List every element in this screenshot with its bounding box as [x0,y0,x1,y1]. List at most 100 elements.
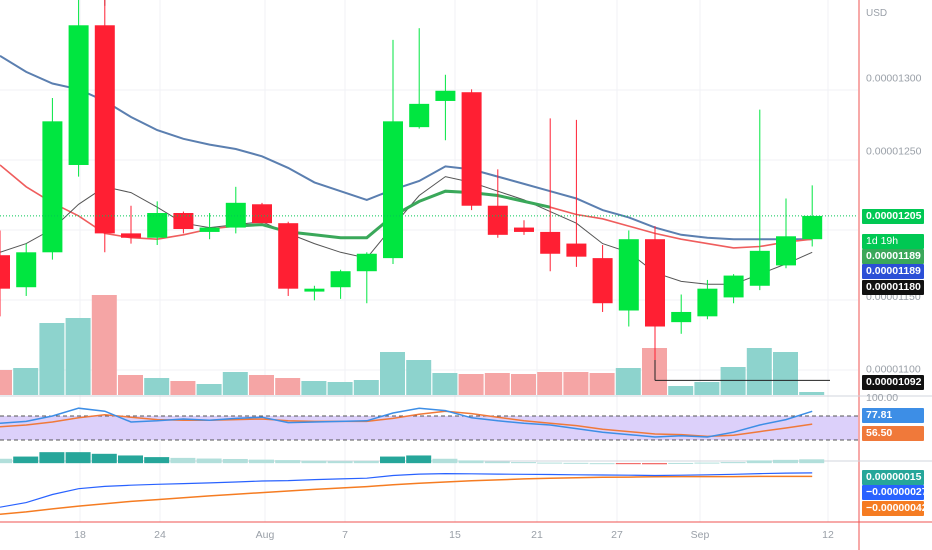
rsi-value-tag: 77.81 [862,408,924,423]
candle-body [697,288,718,317]
candle-body [383,121,403,259]
macd-histogram-bar [773,459,798,464]
macd-histogram-bar [275,460,301,464]
candle-body [147,213,168,238]
volume-bar [353,380,379,395]
volume-bar [91,295,117,395]
macd-histogram-bar [799,459,825,464]
volume-bar [720,367,746,395]
candle-body [592,258,613,304]
macd-histogram-bar [222,458,248,464]
macd-histogram-bar [13,456,39,464]
macd-histogram-bar [353,460,379,464]
macd-histogram-bar [249,459,274,464]
macd-histogram-bar [144,457,170,464]
volume-bar [275,378,301,395]
volume-bar [380,352,405,395]
macd-histogram-bar [511,462,536,464]
volume-bar [406,360,432,395]
rsi-ma-tag: 56.50 [862,426,924,441]
volume-bar [144,378,170,395]
volume-bar [0,370,12,395]
candle-body [94,25,115,234]
volume-bar [537,372,563,395]
candle-body [330,271,351,288]
volume-bar [773,352,798,395]
candle-body [252,204,272,224]
macd-histogram-bar [615,463,641,465]
candle-body [461,92,482,206]
macd-histogram-bar [406,455,432,464]
candle-body [566,243,587,257]
macd-histogram-bar [432,458,458,464]
macd-histogram-bar [746,460,772,464]
macd-histogram-bar [484,461,510,464]
candle-body [16,252,37,288]
macd-line-tag: −0.00000027 [862,485,928,500]
ema-blue-line [0,54,813,241]
macd-histogram-bar [589,463,615,465]
volume-bar [222,372,248,395]
last-price-tag: 0.00001205 [862,208,924,224]
candle-body [645,239,665,327]
date-tick-label: 21 [531,529,543,541]
volume-bar [563,372,589,395]
volume-bar [746,348,772,395]
candle-body [173,213,194,230]
rsi-tick-label: 100.00 [866,392,898,404]
candle-body [749,250,770,286]
date-tick-label: 27 [611,529,623,541]
date-tick-label: 12 [822,529,834,541]
price-tick-label: 0.00001300 [866,73,922,85]
volume-bar [458,374,484,395]
volume-bar [432,373,458,395]
ma-green-tag: 0.00001189 [862,249,924,264]
macd-histogram-bar [327,461,353,464]
candle-body [540,231,561,254]
macd-histogram-bar [118,455,143,464]
date-tick-label: 18 [74,529,86,541]
price-tick-label: 0.00001100 [866,364,921,376]
candle-body [514,227,534,232]
rsi-line [0,407,813,438]
date-tick-label: 7 [342,529,348,541]
date-tick-label: Aug [256,529,275,541]
macd-histogram-bar [642,463,667,465]
macd-histogram-bar [537,462,563,464]
ma-blue-tag: 0.00001189 [862,264,924,279]
candle-body [671,311,692,323]
volume-bar [589,373,615,395]
candle-body [42,121,63,253]
macd-histogram-bar [39,452,65,464]
countdown-tag: 1d 19h [862,234,924,249]
volume-bar [668,386,694,395]
date-tick-label: Sep [691,529,710,541]
volume-bar [13,368,39,395]
candle-body [487,205,508,235]
currency-label: USD [866,8,888,19]
rsi-ma-line [0,410,813,438]
macd-histogram-bar [91,453,117,464]
macd-histogram-bar [458,460,484,464]
candle-body [121,233,141,238]
macd-histogram-bar [0,458,12,464]
candle-body [723,275,744,298]
volume-bar [327,382,353,395]
candle-body [0,255,10,289]
macd-histogram-bar [380,456,405,464]
candle-body [199,227,220,232]
date-tick-label: 15 [449,529,461,541]
volume-bar [799,392,825,395]
volume-bar [39,323,65,395]
macd-histogram-bar [668,462,694,464]
volume-bar [615,368,641,395]
volume-bar [170,381,196,395]
candle-body [304,288,325,292]
volume-bar [694,382,720,395]
macd-signal-tag: −0.00000042 [862,501,928,516]
rsi-band [0,416,858,440]
volume-bar [118,375,143,395]
